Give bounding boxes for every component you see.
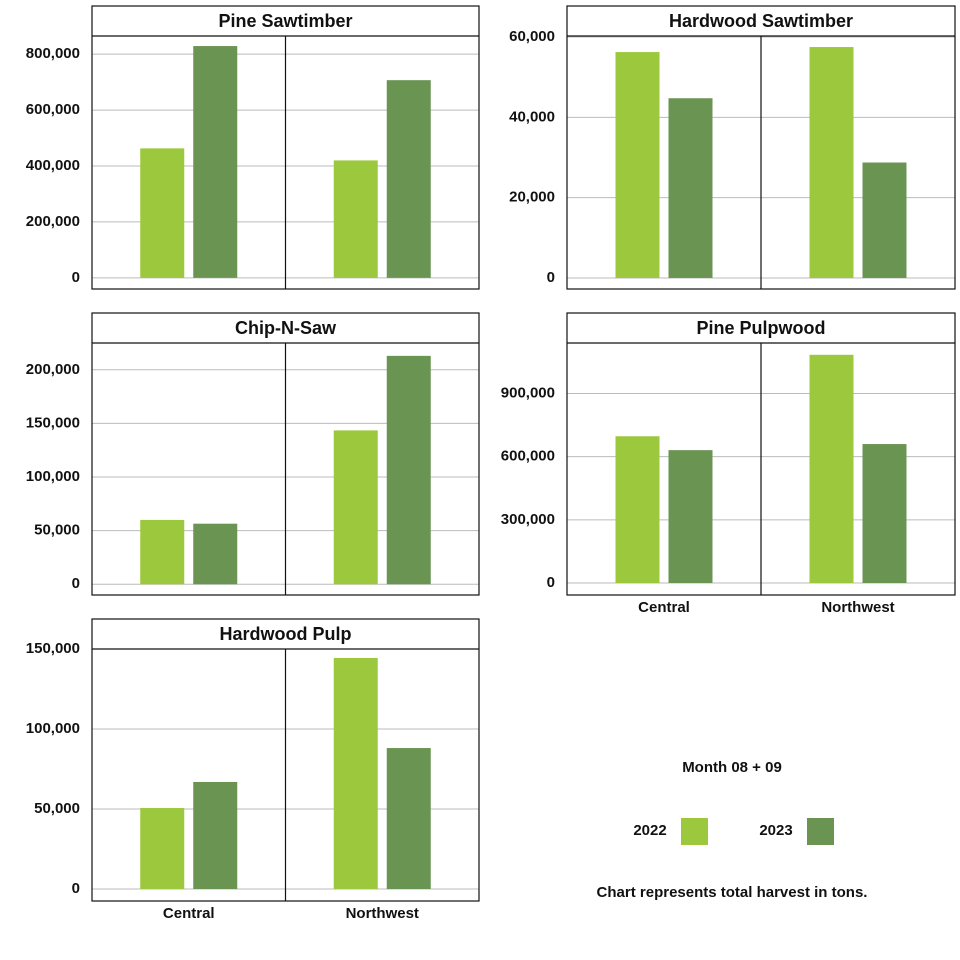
x-tick-label: Northwest	[821, 599, 894, 616]
bar	[193, 46, 238, 278]
panel-frame	[566, 5, 956, 290]
panel-frame	[91, 618, 480, 902]
y-tick-label: 20,000	[509, 189, 555, 206]
chart-title: Hardwood Sawtimber	[669, 11, 853, 31]
y-tick-label: 100,000	[26, 468, 80, 485]
chart-title: Pine Sawtimber	[218, 11, 352, 31]
bar	[386, 355, 431, 585]
bar	[809, 47, 854, 278]
bar	[668, 450, 713, 583]
bar	[140, 148, 185, 278]
y-tick-label: 60,000	[509, 28, 555, 45]
y-tick-label: 0	[72, 880, 80, 897]
chart-title: Chip-N-Saw	[235, 318, 337, 338]
bar	[386, 748, 431, 889]
note: Chart represents total harvest in tons.	[597, 884, 868, 901]
bar	[862, 162, 907, 278]
bar	[386, 80, 431, 278]
y-tick-label: 0	[547, 574, 555, 591]
bar	[333, 430, 378, 585]
y-tick-label: 600,000	[26, 101, 80, 118]
bar	[809, 354, 854, 583]
bar	[615, 436, 660, 583]
y-tick-label: 0	[72, 269, 80, 286]
legend-swatch	[681, 818, 708, 845]
y-tick-label: 50,000	[34, 522, 80, 539]
x-tick-label: Northwest	[346, 905, 419, 922]
legend-label: 2023	[759, 822, 792, 839]
y-tick-label: 0	[547, 269, 555, 286]
y-tick-label: 200,000	[26, 361, 80, 378]
bar	[140, 519, 185, 585]
panel-frame	[91, 5, 480, 290]
panel-frame	[566, 312, 956, 596]
bar	[193, 523, 238, 585]
chart-title: Pine Pulpwood	[697, 318, 826, 338]
y-tick-label: 150,000	[26, 414, 80, 431]
legend-label: 2022	[633, 822, 666, 839]
panel-frame	[91, 312, 480, 596]
bar	[140, 808, 185, 889]
y-tick-label: 0	[72, 575, 80, 592]
chart-title: Hardwood Pulp	[220, 624, 352, 644]
y-tick-label: 600,000	[501, 448, 555, 465]
bar	[668, 98, 713, 278]
legend-swatch	[807, 818, 834, 845]
x-tick-label: Central	[163, 905, 215, 922]
y-tick-label: 200,000	[26, 213, 80, 230]
bar	[615, 52, 660, 278]
y-tick-label: 100,000	[26, 720, 80, 737]
bar	[333, 160, 378, 278]
y-tick-label: 800,000	[26, 45, 80, 62]
bar	[862, 444, 907, 583]
x-tick-label: Central	[638, 599, 690, 616]
y-tick-label: 400,000	[26, 157, 80, 174]
bar	[333, 657, 378, 889]
bar	[193, 781, 238, 889]
legend-title: Month 08 + 09	[682, 759, 782, 776]
y-tick-label: 300,000	[501, 511, 555, 528]
y-tick-label: 40,000	[509, 108, 555, 125]
y-tick-label: 150,000	[26, 640, 80, 657]
y-tick-label: 50,000	[34, 800, 80, 817]
y-tick-label: 900,000	[501, 384, 555, 401]
